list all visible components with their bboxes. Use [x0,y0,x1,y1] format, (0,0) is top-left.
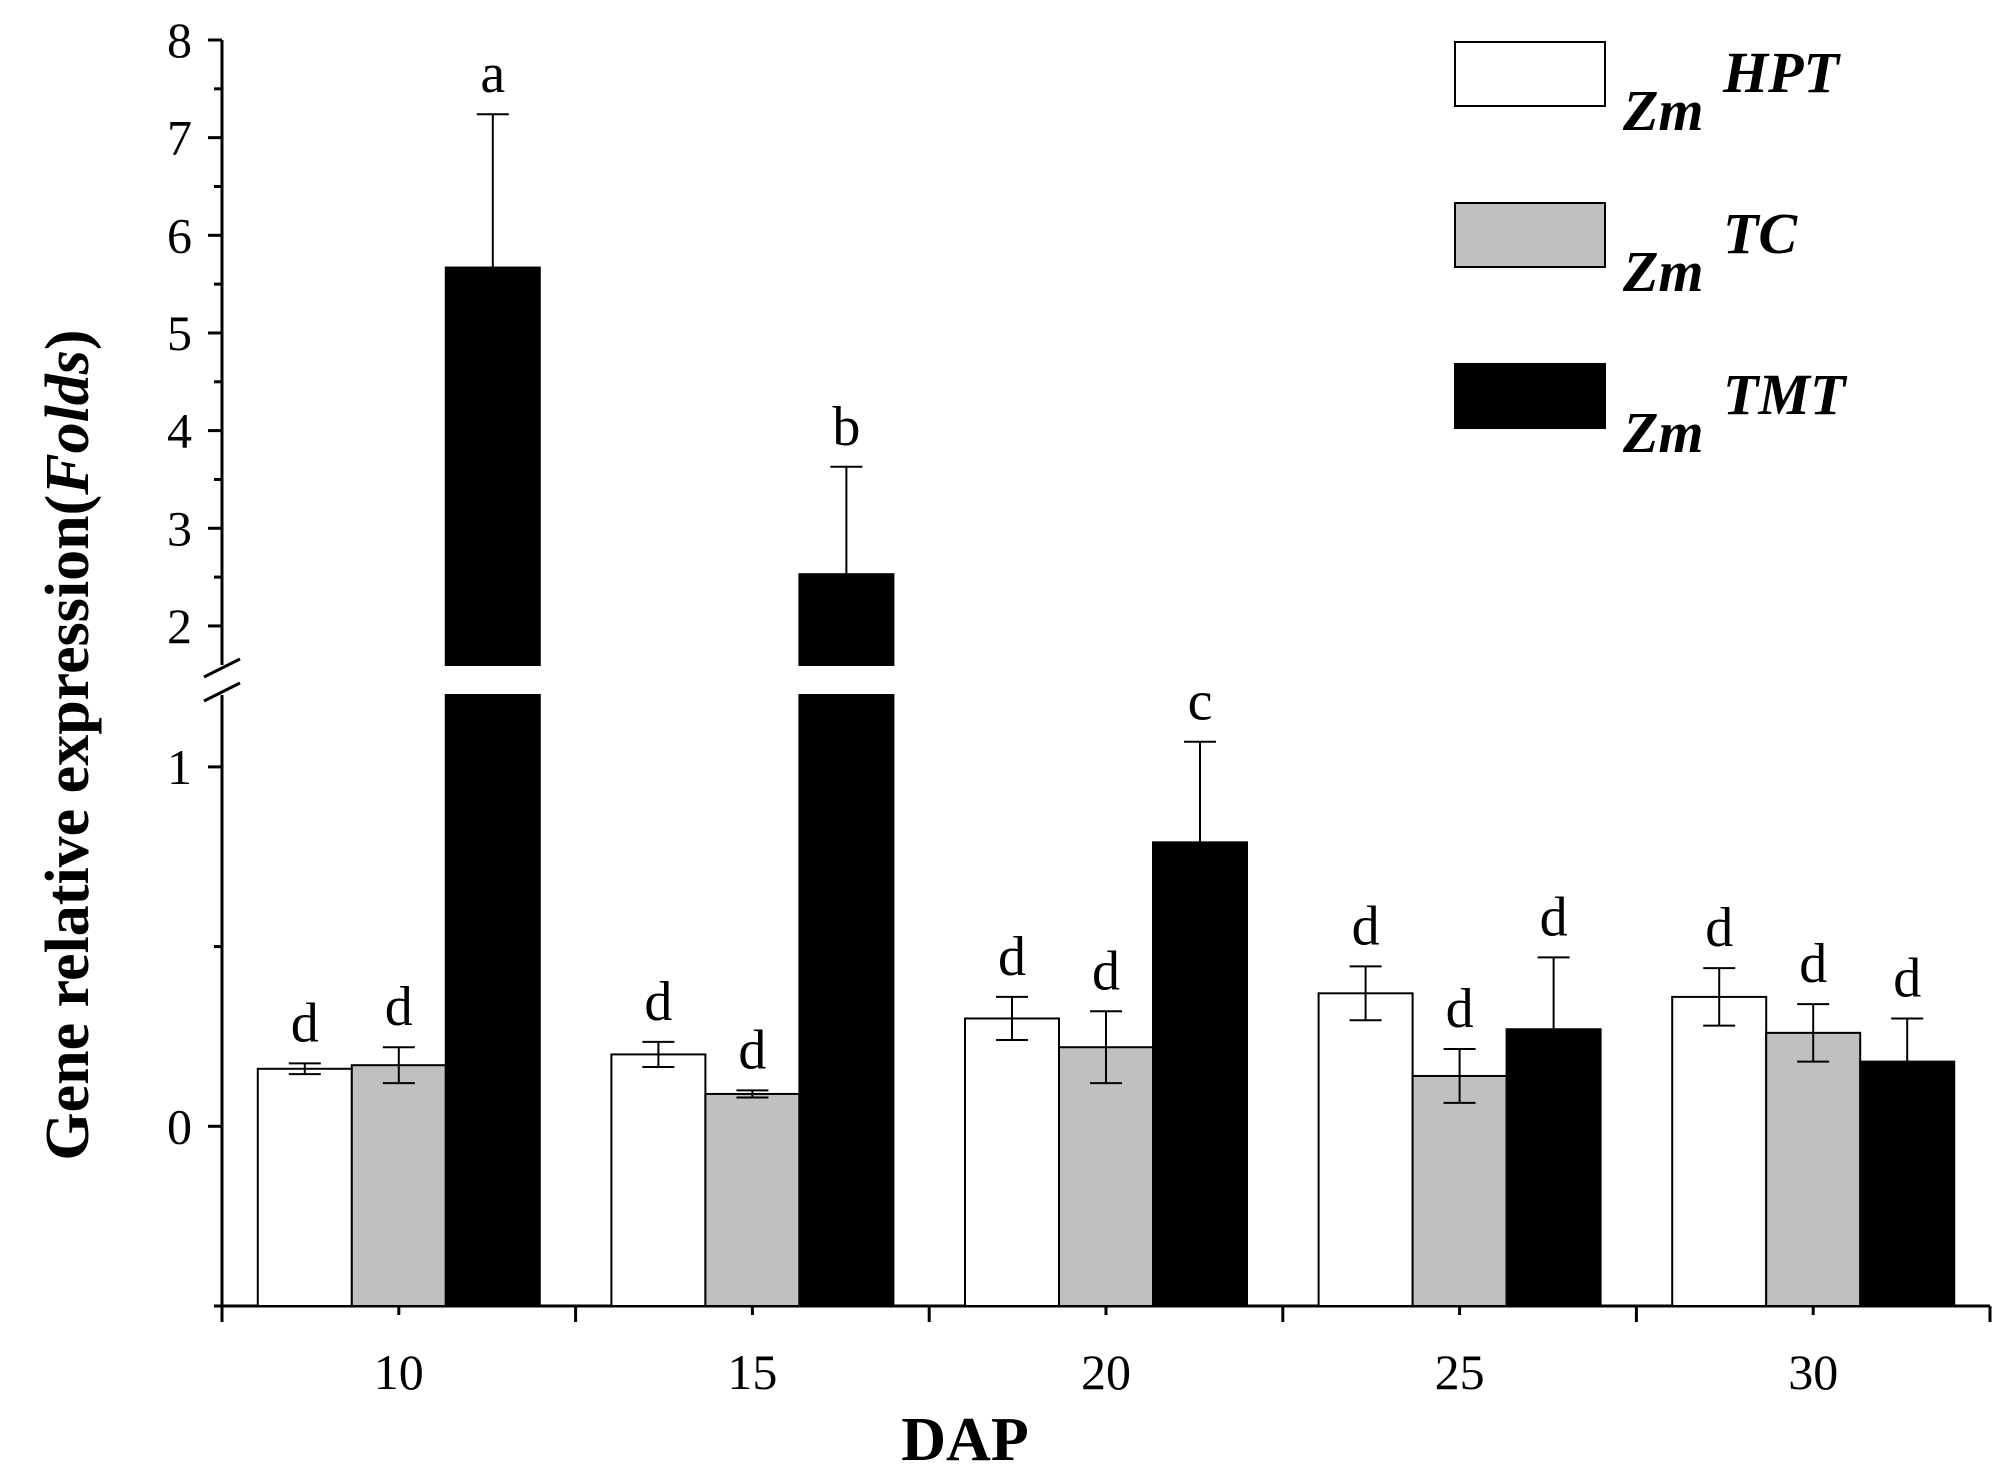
bar [610,1053,707,1307]
legend-label-name: HPT [1722,40,1842,105]
y-axis-title-italic: Folds [34,350,102,496]
significance-label: d [1705,897,1733,959]
significance-label: d [644,971,672,1033]
x-tick-label: 20 [1081,1344,1131,1400]
y-tick-label: 4 [167,403,192,459]
significance-label: d [1092,940,1120,1002]
bar [350,1064,447,1307]
bar [798,573,895,666]
x-tick-label: 15 [727,1344,777,1400]
significance-label: c [1188,671,1213,733]
bar [1317,992,1414,1307]
bar [1671,995,1768,1307]
significance-label: d [998,926,1026,988]
y-tick-label: 5 [167,305,192,361]
legend-label-name: TC [1723,201,1798,266]
significance-label: d [1446,978,1474,1040]
y-tick-label: 7 [167,110,192,166]
bar [444,266,541,666]
x-tick-label: 25 [1435,1344,1485,1400]
significance-label: b [832,396,860,458]
y-tick-label: 0 [167,1098,192,1154]
legend: Zm HPT Zm TC Zm TMT [1454,40,1848,465]
y-tick-label: 2 [167,598,192,654]
x-tick-label: 10 [374,1344,424,1400]
bar [1411,1074,1508,1307]
legend-label-prefix: Zm [1622,239,1704,304]
legend-label-name: TMT [1723,362,1848,427]
y-tick-label: 6 [167,207,192,263]
axis-break-mark-lower [203,681,241,703]
bar [798,694,895,1307]
bar [704,1092,801,1307]
y-axis-title-suffix: ) [34,329,102,350]
bar [256,1067,353,1307]
y-tick-label: 8 [167,12,192,68]
legend-swatch [1454,363,1606,429]
significance-label: a [480,43,505,105]
significance-label: d [1352,895,1380,957]
bar [444,694,541,1307]
x-axis-title: DAP [901,1406,1028,1474]
legend-label-prefix: Zm [1622,78,1704,143]
plot-area: 0 1 2 3 4 5 6 7 8 10 d d a 15 d d b 20 d d c 25 d d d 30 d d d [167,12,1992,1400]
legend-swatch [1454,202,1606,268]
y-axis-title-prefix: Gene relative expression( [34,495,102,1161]
x-tick-label: 30 [1788,1344,1838,1400]
y-tick-label: 3 [167,500,192,556]
y-axis-title: Gene relative expression(Folds) [34,329,102,1160]
significance-label: d [738,1019,766,1081]
y-tick-label: 1 [167,739,192,795]
bar [964,1017,1060,1307]
axis-break-mark-upper [203,657,241,679]
significance-label: d [1799,933,1827,995]
legend-label-prefix: Zm [1622,400,1704,465]
bar [1058,1046,1154,1307]
bar [1765,1031,1862,1307]
significance-label: d [385,976,413,1038]
significance-label: d [1893,947,1921,1009]
significance-label: d [1540,886,1568,948]
significance-label: d [291,992,319,1054]
legend-swatch [1454,41,1606,107]
